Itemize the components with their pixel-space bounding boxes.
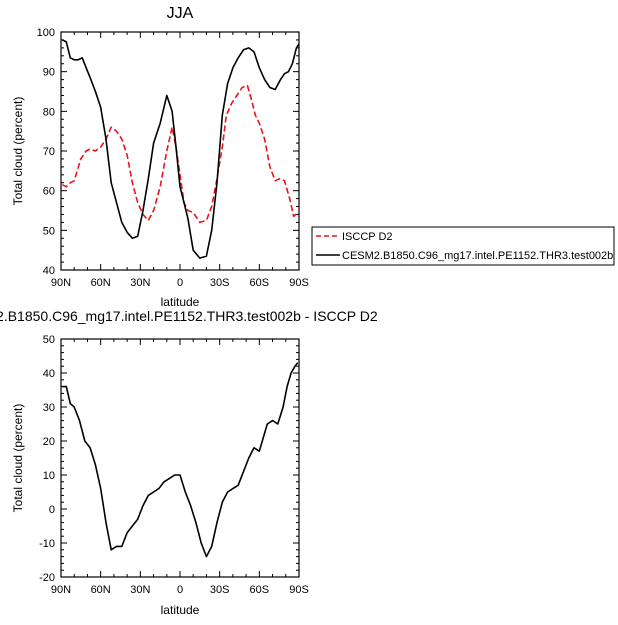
bottom-panel-x-tick-label: 0: [177, 584, 183, 596]
bottom-panel-y-tick-label: 50: [43, 334, 55, 346]
top-panel-x-tick-label: 30N: [130, 277, 150, 289]
bottom-panel-plot-frame: [60, 338, 300, 578]
bottom-panel-y-tick-label: 0: [49, 504, 55, 516]
top-panel-x-tick-label: 60N: [91, 277, 111, 289]
legend: ISCCP D2 CESM2.B1850.C96_mg17.intel.PE11…: [311, 226, 615, 266]
bottom-panel-x-tick-label: 30S: [210, 584, 230, 596]
bottom-panel-title: M2.B1850.C96_mg17.intel.PE1152.THR3.test…: [0, 308, 378, 324]
bottom-panel-y-tick-label: -20: [39, 572, 55, 584]
bottom-panel-y-tick-label: 20: [43, 436, 55, 448]
bottom-panel-x-tick-label: 60N: [91, 584, 111, 596]
top-panel-y-tick-label: 60: [43, 186, 55, 198]
top-panel-y-tick-label: 80: [43, 106, 55, 118]
legend-box: [311, 226, 615, 266]
legend-label-cesm2: CESM2.B1850.C96_mg17.intel.PE1152.THR3.t…: [342, 250, 613, 262]
top-panel-x-tick-label: 30S: [210, 277, 230, 289]
bottom-panel-y-tick-label: 10: [43, 470, 55, 482]
top-panel-x-tick-label: 90S: [289, 277, 309, 289]
bottom-panel-y-axis-label: Total cloud (percent): [11, 404, 25, 513]
top-panel: JJA latitude Total cloud (percent) 90N 60…: [11, 5, 309, 309]
bottom-panel-x-axis-label: latitude: [161, 603, 200, 617]
top-panel-y-tick-label: 90: [43, 67, 55, 79]
bottom-panel-x-tick-label: 90N: [51, 584, 71, 596]
top-panel-y-tick-label: 70: [43, 146, 55, 158]
top-panel-x-tick-label: 60S: [250, 277, 270, 289]
top-panel-series-line-isccp-d2: [61, 84, 299, 224]
bottom-panel-series-line-difference: [62, 362, 299, 558]
bottom-panel: M2.B1850.C96_mg17.intel.PE1152.THR3.test…: [0, 308, 378, 617]
bottom-panel-x-tick-label: 30N: [130, 584, 150, 596]
bottom-panel-y-tick-label: -10: [39, 538, 55, 550]
top-panel-series-line-cesm2-b1850-c96-mg17-intel-pe1152-thr3-test002b: [61, 39, 300, 259]
top-panel-y-tick-label: 100: [37, 27, 55, 39]
top-panel-y-axis-label: Total cloud (percent): [11, 97, 25, 206]
bottom-panel-y-tick-label: 30: [43, 402, 55, 414]
top-panel-x-tick-label: 90N: [51, 277, 71, 289]
bottom-panel-x-tick-label: 90S: [289, 584, 309, 596]
top-panel-title: JJA: [167, 5, 194, 22]
legend-label-isccp-d2: ISCCP D2: [342, 231, 393, 243]
bottom-panel-y-tick-label: 40: [43, 368, 55, 380]
top-panel-y-tick-label: 50: [43, 225, 55, 237]
top-panel-x-axis-label: latitude: [161, 295, 200, 309]
top-panel-y-tick-label: 40: [43, 265, 55, 277]
bottom-panel-x-tick-label: 60S: [250, 584, 270, 596]
top-panel-x-tick-label: 0: [177, 277, 183, 289]
